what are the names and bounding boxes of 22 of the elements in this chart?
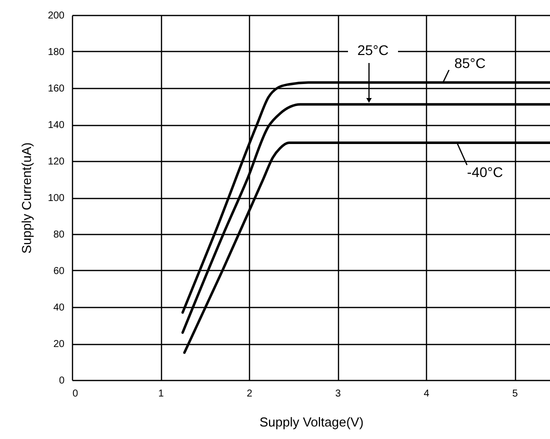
y-tick-label: 0 <box>58 376 65 386</box>
y-tick-label: 20 <box>53 339 65 350</box>
series-label: 85°C <box>454 55 486 71</box>
y-tick-label: 80 <box>53 230 65 240</box>
y-tick-label: 140 <box>48 120 65 131</box>
x-tick-label: 3 <box>335 388 342 400</box>
y-axis-title: Supply Current(uA) <box>18 142 34 254</box>
y-tick-label: 60 <box>53 266 65 277</box>
legend-label: -40°C <box>467 164 503 180</box>
x-tick-label: 0 <box>72 388 78 400</box>
x-axis-title: Supply Voltage(V) <box>259 414 364 430</box>
text: 25°C <box>357 42 389 58</box>
y-tick-label: 120 <box>48 156 65 168</box>
y-tick-label: 200 <box>48 10 65 22</box>
x-tick-label: 2 <box>246 388 253 400</box>
y-tick-label: 40 <box>53 302 65 314</box>
x-tick-label: 1 <box>158 388 164 400</box>
x-tick-label: 4 <box>424 388 430 400</box>
y-tick-label: 160 <box>48 84 65 94</box>
x-tick-label: 5 <box>512 388 518 400</box>
y-tick-label: 100 <box>48 193 65 204</box>
y-tick-label: 180 <box>48 47 65 58</box>
